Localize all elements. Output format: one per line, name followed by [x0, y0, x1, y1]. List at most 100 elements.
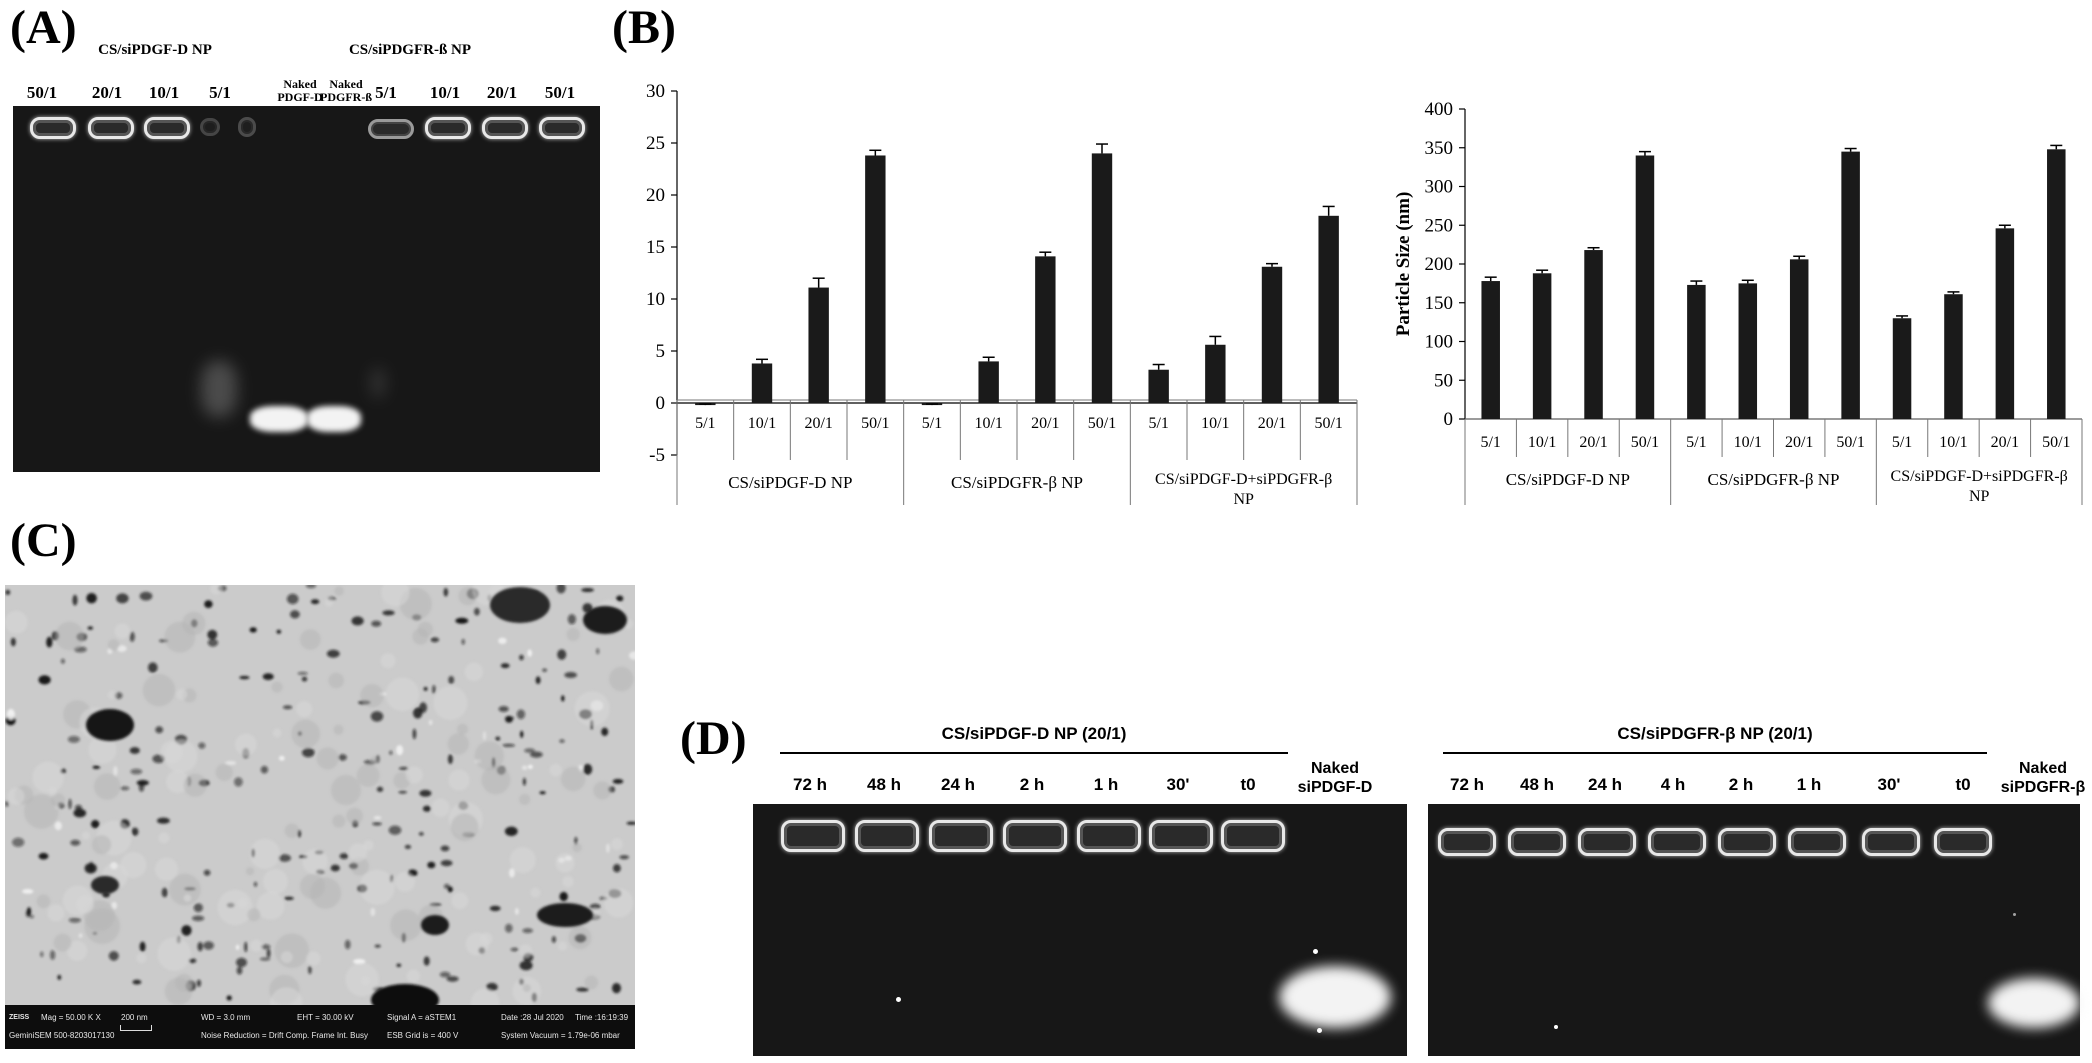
sem-particle — [284, 896, 294, 900]
sem-grain — [88, 735, 117, 764]
sem-grain — [250, 939, 263, 952]
sem-grain — [350, 857, 369, 876]
x-tick-label: 50/1 — [1836, 434, 1864, 451]
gel-well — [1578, 828, 1636, 856]
sem-grain — [183, 773, 207, 797]
y-tick-label: 25 — [646, 133, 665, 154]
sem-grain — [363, 840, 374, 851]
x-tick-label: 20/1 — [1785, 434, 1813, 451]
sem-micrograph: ZEISS Mag = 50.00 K X 200 nm WD = 3.0 mm… — [5, 585, 635, 1049]
gel-well — [1003, 820, 1067, 852]
sem-signal: Signal A = aSTEM1 — [387, 1013, 457, 1022]
sem-particle — [290, 610, 300, 619]
sem-grain — [284, 823, 300, 838]
sem-particle — [260, 765, 269, 774]
sem-particle — [111, 901, 118, 910]
sem-grain — [114, 623, 131, 639]
gel-well — [368, 119, 414, 139]
gel-smear — [201, 361, 237, 417]
sem-grain — [81, 831, 91, 840]
lane-label: 1 h — [1093, 775, 1119, 794]
x-tick-label: 20/1 — [804, 415, 832, 432]
x-tick-label: 5/1 — [1148, 415, 1168, 432]
sem-particle — [282, 705, 293, 710]
sem-particle — [583, 763, 593, 775]
gel-d-left-title-rule — [780, 752, 1288, 754]
sem-particle — [539, 791, 546, 795]
sem-brand: ZEISS — [9, 1014, 30, 1021]
sem-scale-bar — [120, 1025, 152, 1031]
sem-particle — [427, 861, 436, 869]
lane-label: 24 h — [940, 775, 976, 794]
sem-particle — [57, 974, 62, 980]
bar — [1532, 273, 1552, 419]
x-tick-label: 20/1 — [1031, 415, 1059, 432]
sem-particle — [286, 593, 299, 605]
bar — [1481, 281, 1500, 419]
sem-grain — [394, 871, 416, 892]
sem-grain — [158, 832, 170, 844]
sem-particle — [351, 616, 364, 626]
sem-particle — [236, 957, 247, 968]
sem-particle — [192, 915, 205, 922]
bar — [1789, 259, 1809, 419]
sem-grain — [107, 690, 117, 700]
sem-particle — [423, 956, 430, 966]
sem-particle — [196, 979, 201, 987]
gel-well — [88, 117, 134, 139]
sem-grain — [481, 765, 511, 795]
sem-grain — [568, 926, 592, 950]
sem-particle — [60, 658, 65, 664]
sem-particle — [440, 845, 450, 852]
sem-grain — [120, 851, 147, 879]
sem-particle — [181, 925, 192, 936]
sem-particle — [116, 593, 129, 604]
sem-grain — [557, 941, 568, 951]
sem-grain — [316, 747, 339, 770]
lane-label: 20/1 — [486, 83, 518, 102]
y-tick-label: 150 — [1425, 293, 1454, 314]
gel-speck — [2013, 913, 2016, 916]
sem-particle — [601, 727, 609, 736]
sem-particle — [6, 708, 15, 720]
sem-particle — [73, 808, 87, 818]
sem-particle — [54, 821, 62, 831]
lane-label: 10/1 — [429, 83, 461, 102]
sem-particle — [239, 675, 250, 680]
sem-particle — [521, 765, 528, 771]
lane-label: 72 h — [792, 775, 828, 794]
sem-particle — [203, 869, 211, 876]
sem-grain — [215, 763, 233, 781]
sem-particle — [412, 728, 417, 740]
sem-particle — [203, 941, 215, 950]
sem-particle — [139, 941, 146, 952]
sem-grain — [331, 775, 361, 805]
gel-image-d-right — [1428, 804, 2080, 1056]
sem-particle — [74, 804, 83, 811]
sem-particle — [338, 754, 347, 761]
sem-particle — [527, 649, 533, 657]
sem-particle — [557, 649, 567, 660]
sem-particle — [596, 648, 600, 655]
gel-d-left-title: CS/siPDGF-D NP (20/1) — [941, 724, 1127, 743]
sem-particle — [38, 852, 49, 860]
sem-particle — [500, 663, 510, 669]
y-tick-label: 100 — [1425, 332, 1454, 353]
sem-particle — [398, 766, 409, 771]
sem-particle — [204, 600, 213, 608]
sem-grain — [217, 889, 253, 926]
sem-grain — [348, 843, 368, 862]
gel-d-right-title: CS/siPDGFR-β NP (20/1) — [1617, 724, 1813, 743]
sem-particle — [259, 957, 271, 961]
sem-grain — [157, 937, 192, 971]
x-tick-label: 5/1 — [1892, 434, 1912, 451]
gel-image-d-left — [753, 804, 1407, 1056]
x-tick-label: 5/1 — [922, 415, 942, 432]
sem-particle — [396, 745, 404, 756]
bar — [1841, 151, 1860, 419]
sem-grain — [603, 888, 634, 918]
sem-particle — [207, 629, 218, 640]
sem-particle — [418, 832, 424, 836]
sem-particle — [308, 965, 312, 975]
sem-particle — [78, 933, 83, 938]
